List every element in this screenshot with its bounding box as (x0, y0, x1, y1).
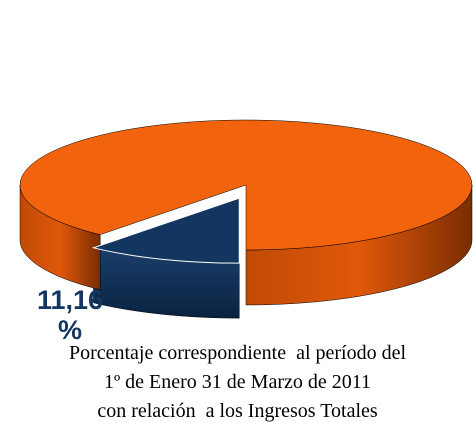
slice (19, 119, 473, 251)
value-label: 11,16 % (36, 285, 104, 345)
caption: Porcentaje correspondiente al período de… (68, 342, 407, 364)
caption: con relación a los Ingresos Totales (97, 400, 378, 422)
caption: 1º de Enero 31 de Marzo de 2011 (103, 371, 372, 393)
slice (91, 197, 240, 264)
